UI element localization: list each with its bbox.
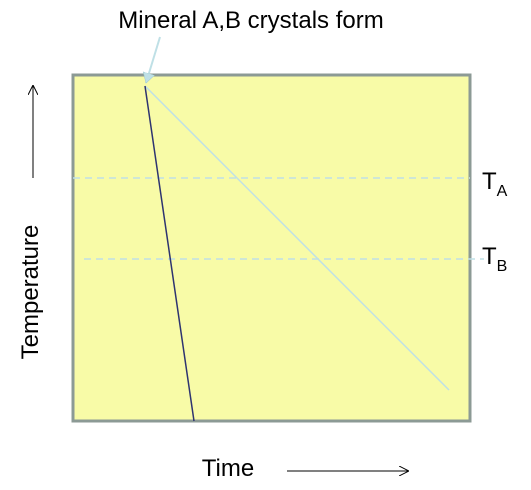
- annotation-arrow: [146, 36, 161, 83]
- level-a-subscript: A: [497, 183, 508, 200]
- level-b-subscript: B: [497, 258, 508, 275]
- y-axis-label: Temperature: [17, 225, 44, 360]
- annotation-label: Mineral A,B crystals form: [118, 7, 383, 34]
- level-a-symbol: T: [482, 168, 497, 195]
- level-label-b: TB: [482, 243, 507, 275]
- plot-area: [71, 73, 472, 423]
- level-label-a: TA: [482, 168, 508, 200]
- gradual-cooling-line: [144, 85, 450, 391]
- steep-cooling-line: [144, 85, 195, 422]
- x-axis-label: Time: [202, 455, 254, 482]
- level-b-symbol: T: [482, 243, 497, 270]
